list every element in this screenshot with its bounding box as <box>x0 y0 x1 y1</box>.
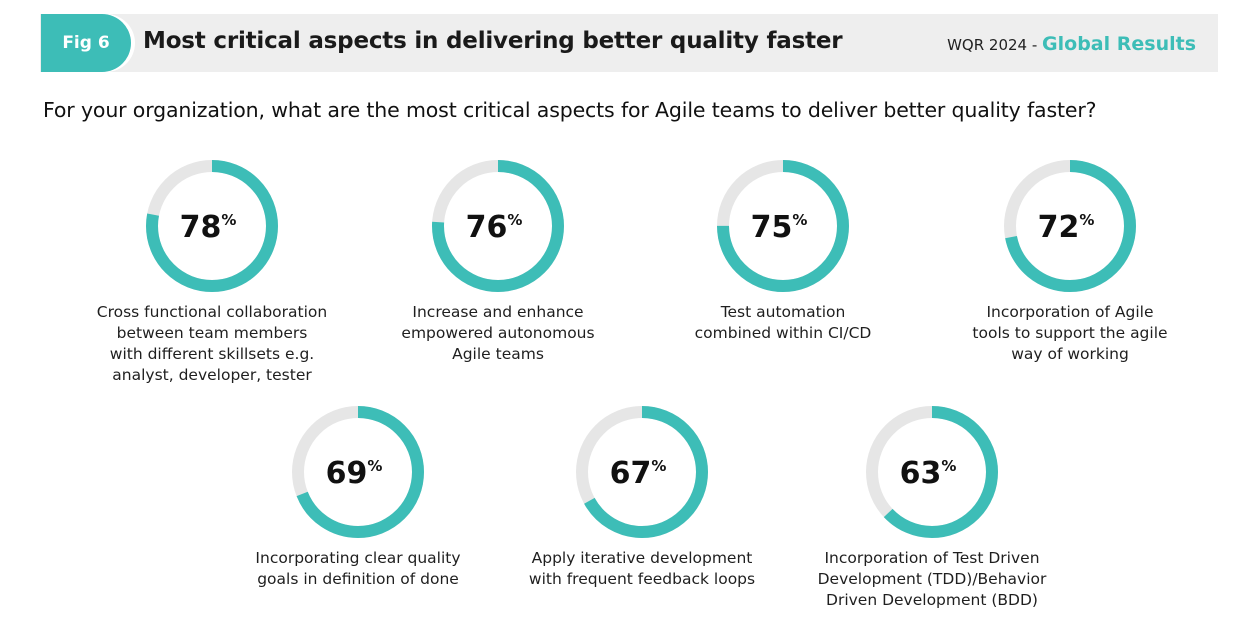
header-bar <box>40 14 1218 72</box>
donut-item: 76% Increase and enhance empowered autonom… <box>348 158 648 365</box>
donut-caption-line: combined within CI/CD <box>694 324 872 342</box>
donut-caption-line: goals in definition of done <box>257 570 459 588</box>
donut-caption: Incorporating clear quality goals in defi… <box>208 548 508 590</box>
donut-ring: 75% <box>717 160 849 292</box>
donut-caption-line: Apply iterative development <box>531 549 753 567</box>
donut-caption-line: Incorporation of Agile <box>986 303 1154 321</box>
donut-caption-line: tools to support the agile <box>972 324 1168 342</box>
donut-value-arc <box>146 160 278 292</box>
donut-caption: Test automation combined within CI/CD <box>633 302 933 344</box>
donut-ring: 63% <box>866 406 998 538</box>
donut-ring: 78% <box>146 160 278 292</box>
donut-caption-line: between team members <box>116 324 308 342</box>
donut-caption-line: Driven Development (BDD) <box>826 591 1038 609</box>
figure-title: Most critical aspects in delivering bett… <box>143 28 843 54</box>
donut-caption-line: Development (TDD)/Behavior <box>817 570 1047 588</box>
donut-value-label: 72% <box>1038 210 1095 245</box>
donut-ring: 72% <box>1004 160 1136 292</box>
donut-value-arc <box>717 160 849 292</box>
donut-item: 63% Incorporation of Test Driven Developme… <box>782 404 1082 611</box>
donut-value-label: 67% <box>610 456 667 491</box>
survey-question: For your organization, what are the most… <box>43 98 1097 122</box>
donut-item: 75% Test automation combined within CI/CD <box>633 158 933 344</box>
donut-caption-line: Cross functional collaboration <box>96 303 328 321</box>
donut-caption-line: Increase and enhance <box>412 303 584 321</box>
donut-caption-line: Incorporating clear quality <box>255 549 461 567</box>
donut-caption-line: analyst, developer, tester <box>112 366 312 384</box>
donut-value-label: 75% <box>751 210 808 245</box>
donut-ring: 67% <box>576 406 708 538</box>
donut-value-arc <box>292 406 424 538</box>
donut-caption: Incorporation of Test Driven Development … <box>782 548 1082 611</box>
donut-caption: Cross functional collaboration between te… <box>62 302 362 386</box>
donut-value-label: 78% <box>180 210 237 245</box>
donut-caption-line: with frequent feedback loops <box>528 570 756 588</box>
donut-caption-line: with different skillsets e.g. <box>109 345 315 363</box>
donut-value-label: 69% <box>326 456 383 491</box>
donut-ring: 76% <box>432 160 564 292</box>
donut-caption-line: Test automation <box>720 303 846 321</box>
report-prefix: WQR 2024 - <box>947 36 1043 54</box>
report-accent: Global Results <box>1042 33 1196 55</box>
donut-value-label: 63% <box>900 456 957 491</box>
donut-value-arc <box>1004 160 1136 292</box>
report-tag: WQR 2024 - Global Results <box>947 33 1196 55</box>
donut-caption: Incorporation of Agile tools to support t… <box>920 302 1220 365</box>
donut-caption: Apply iterative development with frequent… <box>492 548 792 590</box>
donut-caption-line: Agile teams <box>452 345 544 363</box>
donut-value-label: 76% <box>466 210 523 245</box>
donut-caption-line: way of working <box>1011 345 1129 363</box>
donut-item: 67% Apply iterative development with frequ… <box>492 404 792 590</box>
donut-item: 72% Incorporation of Agile tools to suppor… <box>920 158 1220 365</box>
donut-value-arc <box>432 160 564 292</box>
donut-caption-line: Incorporation of Test Driven <box>824 549 1040 567</box>
donut-value-arc <box>866 406 998 538</box>
donut-item: 69% Incorporating clear quality goals in d… <box>208 404 508 590</box>
donut-caption-line: empowered autonomous <box>401 324 595 342</box>
donut-item: 78% Cross functional collaboration between… <box>62 158 362 386</box>
figure-badge: Fig 6 <box>41 14 131 72</box>
donut-caption: Increase and enhance empowered autonomous… <box>348 302 648 365</box>
donut-ring: 69% <box>292 406 424 538</box>
donut-value-arc <box>576 406 708 538</box>
